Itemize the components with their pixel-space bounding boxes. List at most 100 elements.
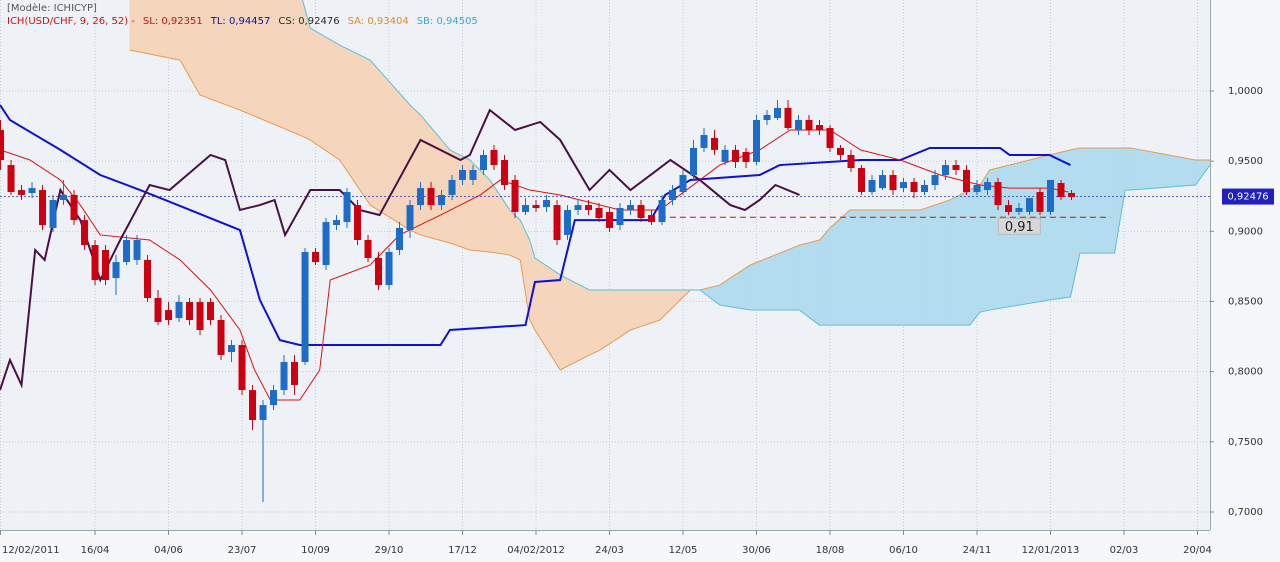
legend-row: ICH(USD/CHF, 9, 26, 52) - SL: 0,92351 TL: … <box>7 15 486 28</box>
candle-body <box>18 190 26 195</box>
cloud-fill <box>589 289 601 356</box>
candle-body <box>543 200 551 208</box>
candle-body <box>711 137 719 150</box>
candle-body <box>70 194 78 221</box>
x-tick-label: 12/01/2013 <box>1022 545 1080 556</box>
candle-body <box>7 165 15 193</box>
candle-body <box>312 251 320 263</box>
legend-item: SA: 0,93404 <box>347 16 409 27</box>
cloud-fill <box>1049 149 1071 301</box>
candle-body <box>963 169 971 193</box>
x-tick-label: 17/12 <box>448 545 477 556</box>
candle-body <box>112 262 120 279</box>
candle-body <box>973 184 981 193</box>
candle-body <box>942 165 950 176</box>
model-label: [Modèle: ICHICYP] <box>7 3 97 14</box>
cloud-fill <box>819 227 831 326</box>
y-tick-label: 1,0000 <box>1228 86 1263 97</box>
candle-body <box>753 120 761 162</box>
candle-body <box>595 208 603 218</box>
cloud-fill <box>310 27 340 161</box>
candle-body <box>606 211 614 228</box>
candle-body <box>658 200 666 223</box>
legend-item: CS: 0,92476 <box>278 16 340 27</box>
candle-body <box>249 390 257 420</box>
current-price-box <box>1222 188 1274 205</box>
candle-body <box>354 205 362 241</box>
candle-body <box>763 114 771 121</box>
x-tick-label: 16/04 <box>81 545 110 556</box>
candle-body <box>732 149 740 162</box>
candle-body <box>196 302 204 330</box>
candle-body <box>81 220 89 246</box>
candle-body <box>637 205 645 218</box>
candle-body <box>858 168 866 193</box>
x-tick-label: 06/10 <box>889 545 918 556</box>
candle-body <box>784 107 792 129</box>
y-tick-label: 0,7000 <box>1228 507 1263 518</box>
candle-body <box>1036 192 1044 212</box>
x-axis-band <box>0 530 1210 562</box>
x-tick-label: 20/04 <box>1183 545 1212 556</box>
candle-body <box>291 361 299 386</box>
candle-body <box>984 182 992 191</box>
candle-body <box>438 194 446 206</box>
senkou-b-line <box>302 0 1210 326</box>
x-tick-label: 24/03 <box>595 545 624 556</box>
candle-body <box>774 107 782 119</box>
y-tick-label: 0,9500 <box>1228 156 1263 167</box>
x-tick-label: 18/08 <box>816 545 845 556</box>
y-tick-label: 0,8000 <box>1228 367 1263 378</box>
candle-body <box>994 182 1002 206</box>
candle-body <box>427 188 435 206</box>
legend-item: ICH(USD/CHF, 9, 26, 52) - <box>7 16 135 27</box>
candle-body <box>805 120 813 130</box>
y-tick-label: 0,8500 <box>1228 296 1263 307</box>
candle-body <box>868 179 876 193</box>
candle-body <box>49 200 57 228</box>
candle-body <box>847 154 855 169</box>
candle-body <box>480 154 488 170</box>
candle-body <box>133 240 141 260</box>
candle-body <box>910 182 918 193</box>
candle-body <box>490 149 498 166</box>
tenkan-line <box>0 129 1069 401</box>
candle-body <box>228 345 236 353</box>
candle-body <box>175 302 183 319</box>
candle-body <box>616 208 624 225</box>
x-tick-label: 04/06 <box>154 545 183 556</box>
candle-body <box>816 125 824 130</box>
candle-body <box>669 190 677 201</box>
candle-body <box>700 135 708 148</box>
y-tick-label: 0,9000 <box>1228 226 1263 237</box>
candle-body <box>259 405 267 420</box>
candle-body <box>690 147 698 176</box>
candle-body <box>364 240 372 258</box>
candle-body <box>931 175 939 185</box>
candle-body <box>123 240 131 263</box>
candle-body <box>60 194 68 201</box>
cloud-fill <box>949 189 970 326</box>
candle-body <box>459 169 467 180</box>
x-tick-label: 02/03 <box>1110 545 1139 556</box>
candle-body <box>102 249 110 281</box>
level-label: 0,91 <box>1005 220 1034 235</box>
cloud-fill <box>849 209 921 326</box>
cloud-fill <box>829 209 851 326</box>
cloud-fill <box>1124 147 1131 191</box>
x-tick-label: 10/09 <box>301 545 330 556</box>
candle-body <box>1047 179 1055 212</box>
candle-body <box>900 182 908 189</box>
candle-body <box>469 169 477 180</box>
candle-body <box>564 209 572 235</box>
cloud-fill <box>969 184 981 326</box>
legend-item: SB: 0,94505 <box>416 16 478 27</box>
candle-body <box>385 251 393 286</box>
candle-body <box>270 390 278 406</box>
cloud-fill <box>559 274 590 371</box>
candle-body <box>522 205 530 212</box>
level-label-box <box>997 217 1041 235</box>
candle-body <box>532 205 540 209</box>
